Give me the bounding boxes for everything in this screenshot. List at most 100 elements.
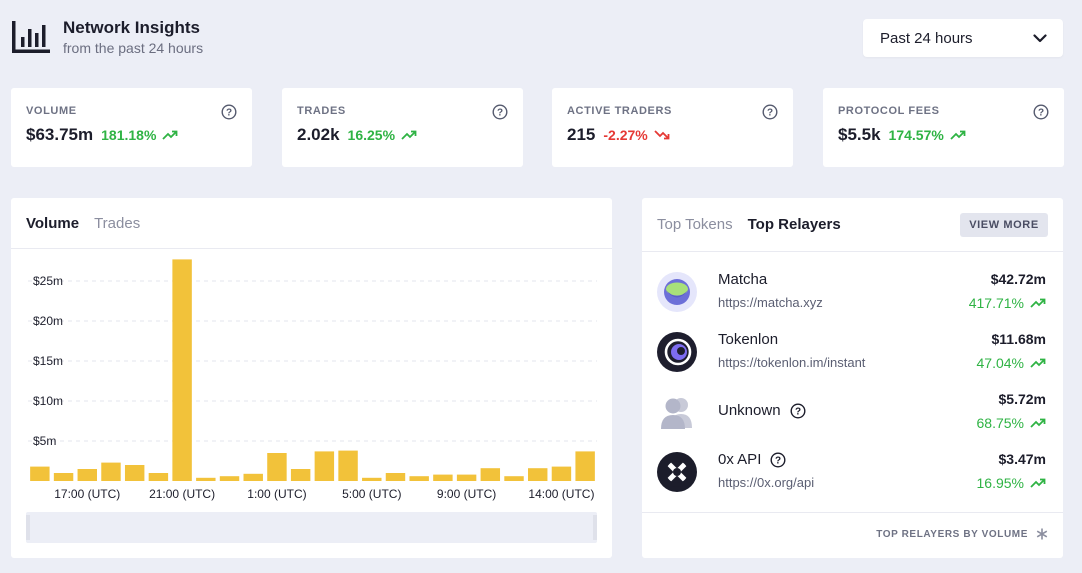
0x-logo-icon: [657, 452, 697, 492]
stat-change: 174.57%: [888, 127, 944, 143]
help-icon[interactable]: ?: [790, 402, 806, 419]
trending-up-icon: [950, 130, 966, 140]
trending-down-icon: [654, 130, 670, 140]
relayers-footer: TOP RELAYERS BY VOLUME: [876, 528, 1048, 540]
chevron-down-icon: [1033, 33, 1047, 42]
chart-bar[interactable]: [267, 453, 287, 481]
stat-label: ACTIVE TRADERS: [567, 105, 672, 117]
trending-up-icon: [162, 130, 178, 140]
x-tick-label: 5:00 (UTC): [342, 487, 401, 501]
stat-value: 2.02k: [297, 125, 340, 144]
view-more-button[interactable]: VIEW MORE: [960, 213, 1048, 237]
help-icon[interactable]: ?: [770, 451, 786, 468]
relayer-url[interactable]: https://0x.org/api: [718, 475, 815, 490]
chart-bar[interactable]: [528, 468, 548, 481]
chart-bar[interactable]: [551, 466, 572, 481]
chart-range-scrubber[interactable]: [26, 512, 597, 543]
tab-volume[interactable]: Volume: [26, 214, 80, 232]
stat-card-trades: TRADES ? 2.02k 16.25%: [282, 88, 523, 167]
help-icon[interactable]: ?: [1033, 104, 1049, 120]
help-icon[interactable]: ?: [492, 104, 508, 120]
help-icon[interactable]: ?: [221, 104, 237, 120]
trending-up-icon: [401, 130, 417, 140]
stat-card-volume: VOLUME ? $63.75m 181.18%: [11, 88, 252, 167]
chart-bar[interactable]: [362, 477, 382, 481]
stat-change: 181.18%: [101, 127, 157, 143]
chart-bar[interactable]: [385, 473, 406, 481]
trending-up-icon: [1030, 478, 1046, 488]
tokenlon-logo-icon: [657, 332, 697, 372]
chart-bar[interactable]: [219, 476, 240, 481]
tab-top-relayers[interactable]: Top Relayers: [747, 216, 841, 233]
stat-value: $63.75m: [26, 125, 94, 144]
relayer-change: 16.95%: [977, 475, 1046, 491]
relayer-name: Tokenlon: [718, 331, 779, 348]
x-tick-label: 17:00 (UTC): [54, 487, 120, 501]
svg-text:?: ?: [794, 406, 800, 417]
chart-bar[interactable]: [53, 473, 74, 481]
relayer-row-unknown[interactable]: Unknown ? $5.72m 68.75%: [642, 388, 1063, 444]
relayer-change-value: 16.95%: [976, 475, 1024, 491]
chart-bar[interactable]: [290, 469, 311, 481]
svg-text:?: ?: [1038, 108, 1044, 119]
x-tick-label: 9:00 (UTC): [437, 487, 496, 501]
chart-bar[interactable]: [172, 259, 192, 481]
relayer-name: Unknown ?: [718, 402, 806, 419]
stat-change: 16.25%: [347, 127, 396, 143]
x-tick-label: 21:00 (UTC): [149, 487, 215, 501]
chart-bar[interactable]: [124, 465, 145, 481]
chart-bar[interactable]: [409, 476, 429, 481]
relayer-change-value: 417.71%: [968, 295, 1024, 311]
relayer-change: 417.71%: [969, 295, 1046, 311]
tab-trades[interactable]: Trades: [94, 214, 141, 232]
chart-bar[interactable]: [148, 473, 169, 481]
relayer-volume: $5.72m: [998, 391, 1046, 407]
time-range-select[interactable]: Past 24 hours: [863, 19, 1063, 57]
x-tick-label: 14:00 (UTC): [528, 487, 594, 501]
relayer-row-tokenlon[interactable]: Tokenlon https://tokenlon.im/instant $11…: [642, 328, 1063, 384]
y-tick-label: $5m: [33, 434, 56, 448]
y-tick-label: $15m: [33, 354, 63, 368]
footer-label: TOP RELAYERS BY VOLUME: [876, 528, 1028, 540]
volume-bar-chart: $5m $10m $15m $20m $25m 17:00 (UTC) 21:00 (UTC…: [28, 259, 597, 501]
time-range-label: Past 24 hours: [880, 29, 973, 47]
chart-bar[interactable]: [30, 466, 50, 481]
stat-card-active-traders: ACTIVE TRADERS ? 215 -2.27%: [552, 88, 793, 167]
relayer-change: 68.75%: [977, 415, 1046, 431]
help-icon[interactable]: ?: [762, 104, 778, 120]
relayers-panel: Top Tokens Top Relayers VIEW MORE Matcha…: [642, 198, 1063, 558]
svg-text:?: ?: [775, 455, 781, 466]
chart-bar[interactable]: [314, 451, 335, 481]
chart-bar[interactable]: [433, 474, 453, 481]
trending-up-icon: [1030, 418, 1046, 428]
tab-top-tokens[interactable]: Top Tokens: [657, 216, 733, 233]
stat-card-protocol-fees: PROTOCOL FEES ? $5.5k 174.57%: [823, 88, 1064, 167]
svg-text:?: ?: [497, 108, 503, 119]
scrubber-left-handle[interactable]: [26, 515, 30, 540]
chart-bar[interactable]: [196, 477, 216, 481]
chart-bar[interactable]: [243, 473, 263, 481]
chart-bar[interactable]: [575, 451, 595, 481]
trending-up-icon: [1030, 358, 1046, 368]
chart-bar[interactable]: [77, 469, 97, 481]
relayer-volume: $42.72m: [990, 271, 1046, 287]
chart-bar[interactable]: [101, 462, 121, 481]
asterisk-icon: [1036, 528, 1048, 540]
chart-bar[interactable]: [456, 474, 477, 481]
relayer-url[interactable]: https://matcha.xyz: [718, 295, 823, 310]
panel-divider: [642, 512, 1063, 513]
relayer-url[interactable]: https://tokenlon.im/instant: [718, 355, 866, 370]
stat-label: PROTOCOL FEES: [838, 105, 940, 117]
relayer-name-label: Unknown: [718, 402, 781, 419]
chart-bar[interactable]: [504, 476, 524, 481]
matcha-logo-icon: [657, 272, 697, 312]
relayer-row-matcha[interactable]: Matcha https://matcha.xyz $42.72m 417.71…: [642, 268, 1063, 324]
chart-bar[interactable]: [338, 450, 358, 481]
stat-value: $5.5k: [838, 125, 881, 144]
scrubber-right-handle[interactable]: [593, 515, 597, 540]
trending-up-icon: [1030, 298, 1046, 308]
relayer-row-0x-api[interactable]: 0x API ? https://0x.org/api $3.47m 16.95…: [642, 448, 1063, 504]
svg-text:?: ?: [767, 108, 773, 119]
y-tick-label: $20m: [33, 314, 63, 328]
chart-bar[interactable]: [480, 468, 501, 481]
